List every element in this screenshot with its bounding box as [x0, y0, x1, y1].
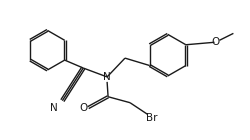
Text: O: O: [210, 37, 219, 47]
Text: N: N: [103, 72, 110, 82]
Text: N: N: [49, 103, 57, 113]
Text: O: O: [79, 103, 87, 113]
Text: Br: Br: [146, 113, 157, 122]
